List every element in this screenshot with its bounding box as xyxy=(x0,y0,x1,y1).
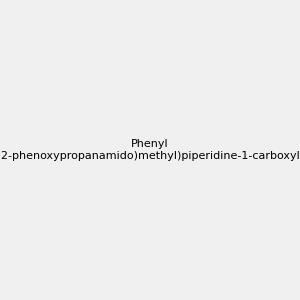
Text: Phenyl 4-((2-phenoxypropanamido)methyl)piperidine-1-carboxylate: Phenyl 4-((2-phenoxypropanamido)methyl)p… xyxy=(0,139,300,161)
